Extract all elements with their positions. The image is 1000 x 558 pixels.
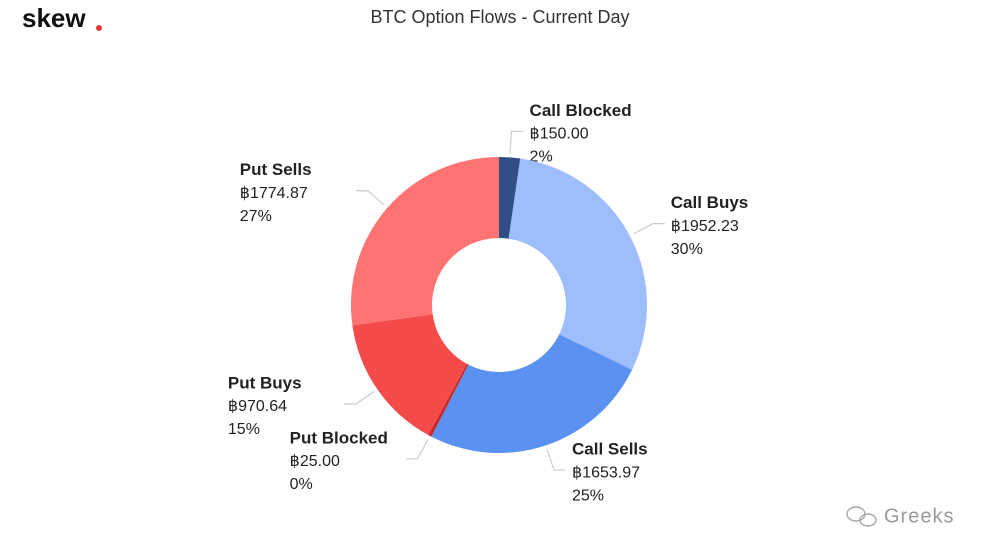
slice <box>431 334 633 454</box>
slice-name: Call Sells <box>572 440 648 459</box>
slice-name: Put Buys <box>228 373 302 392</box>
slice-name: Put Blocked <box>290 428 388 447</box>
slice <box>508 158 647 370</box>
leader-line <box>355 190 385 206</box>
slice <box>499 157 521 239</box>
leader-line <box>633 223 665 235</box>
value-label: ฿150.00 <box>530 126 589 143</box>
percent-label: 27% <box>240 208 272 225</box>
slice <box>428 363 469 437</box>
chart-title: BTC Option Flows - Current Day <box>370 7 629 27</box>
value-label: ฿1774.87 <box>240 185 308 202</box>
watermark: Greeks <box>884 505 954 527</box>
value-label: ฿1952.23 <box>671 218 739 235</box>
slice-name: Put Sells <box>240 160 312 179</box>
slice <box>352 314 467 435</box>
value-label: ฿25.00 <box>290 453 340 470</box>
slice-name: Call Blocked <box>530 101 632 120</box>
percent-label: 30% <box>671 241 703 258</box>
percent-label: 15% <box>228 421 260 438</box>
slice <box>351 157 499 326</box>
leader-line <box>509 130 524 154</box>
slice-name: Call Buys <box>671 193 748 212</box>
leader-line <box>343 390 375 405</box>
percent-label: 0% <box>290 476 313 493</box>
value-label: ฿1653.97 <box>572 464 640 481</box>
percent-label: 2% <box>530 149 553 166</box>
brand: skew <box>22 3 86 33</box>
brand-dot <box>96 25 102 31</box>
value-label: ฿970.64 <box>228 398 287 415</box>
percent-label: 25% <box>572 487 604 504</box>
watermark-icon <box>846 506 877 527</box>
leader-line <box>405 439 429 460</box>
leader-line <box>546 449 567 471</box>
